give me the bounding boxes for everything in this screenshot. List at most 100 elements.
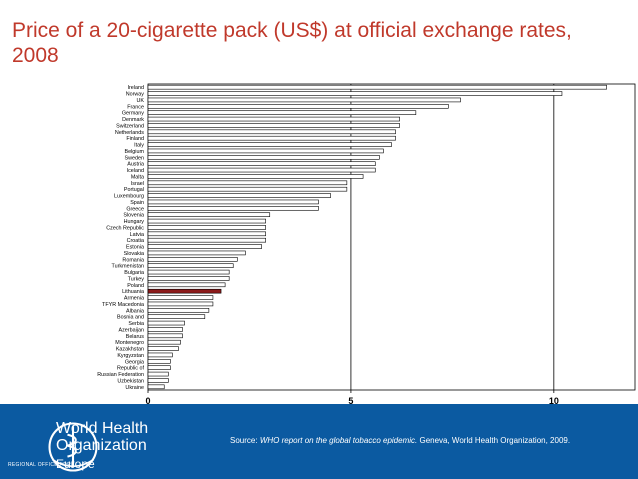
bar [147,295,214,300]
bar [147,333,183,339]
bar [147,91,563,96]
region-label: REGIONAL OFFICE FOR [8,462,72,468]
category-label: TFYR Macedonia [102,302,144,308]
category-label: France [127,104,144,110]
source-note: Source: WHO report on the global tobacco… [230,436,570,445]
category-label: Sweden [125,155,144,161]
category-label: Hungary [124,219,145,225]
category-label: Italy [134,143,144,149]
bar-chart: 0 5 10IrelandNorwayUKFranceGermanyDenmarkS… [97,83,636,404]
bar [147,371,169,377]
category-label: Austria [127,162,144,168]
bar [147,365,171,370]
category-label: Serbia [128,321,144,327]
who-emblem-icon [48,422,98,472]
category-label: Finland [126,136,144,142]
category-label: Armenia [124,296,144,302]
bar [147,135,396,141]
category-label: Ukraine [125,385,144,391]
bar [147,129,396,135]
category-label: Turkey [128,276,145,282]
category-label: Georgia [125,359,144,365]
category-label: UK [137,98,145,104]
bar [147,346,179,351]
category-label: Lithuania [122,289,144,295]
category-label: Kazakhstan [116,347,144,353]
org-name-line2: Organization [56,437,147,454]
bar [147,174,364,179]
bar [147,199,319,205]
bar [147,84,607,90]
category-label: Romania [122,257,144,263]
category-label: Switzerland [116,123,144,129]
bar [147,308,210,313]
bar [147,142,392,147]
category-label: Kyrgyzstan [117,353,144,359]
source-prefix: Source: [230,436,258,445]
category-label: Croatia [127,238,144,244]
category-label: Germany [122,111,144,117]
bar [147,301,214,307]
bar [147,180,348,186]
category-label: Portugal [124,187,144,193]
footer-bar [0,404,638,479]
bar [147,263,234,268]
org-name-line1: World Health [56,420,149,437]
category-label: Iceland [127,168,144,174]
bar [147,167,376,173]
bar [147,276,230,281]
bar [147,104,449,109]
x-tick-label: 5 [348,396,353,404]
region-name: Europe [56,457,95,471]
category-label: Slovakia [124,251,144,257]
category-label: Republic of [117,366,144,372]
category-label: Albania [126,308,144,314]
bar [147,237,266,243]
bar [147,110,417,115]
bar [147,314,206,319]
bar [147,97,461,103]
category-label: Belgium [125,149,145,155]
category-label: Russian Federation [97,372,144,378]
bar [147,378,169,383]
x-tick-label: 10 [549,396,559,404]
bar [147,212,271,217]
bar [147,384,165,390]
category-label: Czech Republic [106,225,144,231]
bar [147,339,181,345]
source-rest: Geneva, World Health Organization, 2009. [419,436,571,445]
category-label: Azerbaijan [119,327,144,333]
bar [147,359,171,364]
category-label: Greece [126,206,144,212]
bar [147,352,173,358]
chart-title: Price of a 20-cigarette pack (US$) at of… [12,19,572,67]
bar [147,225,266,230]
bar [147,206,319,211]
bar [147,282,226,288]
bar [147,193,331,198]
category-label: Montenegro [115,340,144,346]
bar [147,155,380,160]
category-label: Latvia [130,232,144,238]
bar [147,123,400,128]
bar [147,250,246,256]
bar [147,288,222,294]
bar [147,218,266,224]
category-label: Spain [130,200,144,206]
category-label: Uzbekistan [117,378,144,384]
bar [147,186,348,192]
category-label: Turkmenistan [112,264,144,270]
bar [147,327,183,332]
bar [147,161,376,166]
bar [147,148,384,154]
bar [147,244,262,249]
category-label: Denmark [122,117,144,123]
category-label: Malta [131,174,144,180]
bar [147,231,266,237]
source-title: WHO report on the global tobacco epidemi… [259,436,418,445]
bar [147,320,185,326]
category-label: Norway [126,92,145,98]
category-label: Israel [131,181,144,187]
category-label: Ireland [128,85,144,91]
category-label: Slovenia [123,213,144,219]
